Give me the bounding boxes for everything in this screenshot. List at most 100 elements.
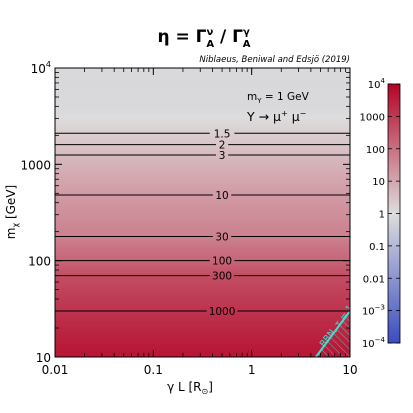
heatmap-band <box>55 214 350 218</box>
heatmap-band <box>55 226 350 230</box>
contour-lines: 1.523 10 30 100 300 1000 <box>55 128 350 318</box>
colorbar-tick-label: 100 <box>366 145 385 156</box>
heatmap-band <box>55 163 350 168</box>
colorbar-tick-label: 0.1 <box>369 242 385 253</box>
heatmap-band <box>55 315 350 319</box>
colorbar-tick-label: 10−3 <box>362 304 385 318</box>
heatmap-band <box>55 310 350 315</box>
heatmap-band <box>55 252 350 257</box>
heatmap-band <box>55 298 350 303</box>
colorbar-tick-label: 1000 <box>360 112 385 123</box>
heatmap-band <box>55 334 350 339</box>
heatmap-band <box>55 221 350 226</box>
chart-title: η = Γν A / Γγ A <box>157 27 250 50</box>
heatmap-band <box>55 175 350 180</box>
heatmap-band <box>55 289 350 293</box>
heatmap-band <box>55 144 350 148</box>
heatmap-band <box>55 202 350 206</box>
heatmap-band <box>55 269 350 274</box>
heatmap-band <box>55 250 350 254</box>
contour-label: 100 <box>212 256 232 268</box>
plot-frame <box>54 67 351 358</box>
heatmap-band <box>55 192 350 197</box>
heatmap-band <box>55 185 350 189</box>
heatmap-band <box>55 317 350 322</box>
heatmap-band <box>55 154 350 158</box>
heatmap-band <box>55 130 350 134</box>
heatmap-band <box>55 248 350 252</box>
heatmap-band <box>55 81 350 86</box>
heatmap-band <box>55 142 350 146</box>
heatmap-band <box>55 69 350 74</box>
heatmap-band <box>55 260 350 264</box>
contour-label: 1000 <box>209 306 236 318</box>
heatmap-band <box>55 110 350 115</box>
heatmap-band <box>55 286 350 291</box>
heatmap-band <box>55 197 350 201</box>
heatmap-band <box>55 68 350 71</box>
heatmap-band <box>55 236 350 240</box>
heatmap-band <box>55 243 350 247</box>
heatmap-band <box>55 125 350 129</box>
heatmap-band <box>55 146 350 151</box>
heatmap-band <box>55 151 350 156</box>
contour-label: 3 <box>219 150 226 162</box>
heatmap-band <box>55 344 350 348</box>
x-tick-label: 1 <box>248 363 256 377</box>
heatmap-band <box>55 207 350 211</box>
heatmap-band <box>55 308 350 312</box>
heatmap-band <box>55 103 350 108</box>
heatmap-band <box>55 277 350 281</box>
contour-label: 2 <box>219 140 226 152</box>
heatmap-band <box>55 330 350 334</box>
heatmap-band <box>55 325 350 329</box>
heatmap-band <box>55 272 350 276</box>
heatmap-band <box>55 137 350 141</box>
heatmap-band <box>55 168 350 173</box>
heatmap-area <box>55 68 350 357</box>
heatmap-band <box>55 267 350 271</box>
contour-label: 1.5 <box>214 128 231 140</box>
heatmap-band <box>55 118 350 122</box>
heatmap-band <box>55 219 350 223</box>
y-tick-label-top: 104 <box>31 60 51 76</box>
heatmap-band <box>55 291 350 295</box>
heatmap-band <box>55 113 350 117</box>
heatmap-band <box>55 190 350 194</box>
heatmap-band <box>55 115 350 120</box>
heatmap-band <box>55 337 350 341</box>
heatmap-band <box>55 313 350 317</box>
citation: Niblaeus, Beniwal and Edsjö (2019) <box>199 55 350 65</box>
heatmap-band <box>55 209 350 213</box>
heatmap-band <box>55 301 350 305</box>
heatmap-band <box>55 322 350 327</box>
colorbar-tick-label: 1 <box>379 210 385 221</box>
heatmap-band <box>55 96 350 100</box>
heatmap-band <box>55 212 350 216</box>
heatmap-band <box>55 183 350 187</box>
heatmap-band <box>55 320 350 324</box>
heatmap-band <box>55 173 350 177</box>
heatmap-band <box>55 178 350 182</box>
annotation-decay: Y → μ+ μ− <box>246 109 306 124</box>
heatmap-band <box>55 224 350 228</box>
heatmap-band <box>55 238 350 242</box>
heatmap-band <box>55 180 350 185</box>
heatmap-band <box>55 79 350 83</box>
y-tick-label: 100 <box>28 255 51 269</box>
colorbar-ticks: 104 1000 100 10 1 0.1 0.01 10−3 10−4 <box>360 77 400 350</box>
heatmap-band <box>55 166 350 170</box>
heatmap-band <box>55 257 350 262</box>
heatmap-band <box>55 240 350 245</box>
heatmap-band <box>55 216 350 221</box>
heatmap-band <box>55 84 350 88</box>
colorbar-tick-label: 10 <box>372 177 385 188</box>
heatmap-band <box>55 305 350 310</box>
heatmap-band <box>55 86 350 91</box>
heatmap-band <box>55 127 350 132</box>
heatmap-band <box>55 72 350 76</box>
heatmap-band <box>55 264 350 269</box>
heatmap-band <box>55 339 350 344</box>
y-axis-label: mχ [GeV] <box>4 185 20 239</box>
